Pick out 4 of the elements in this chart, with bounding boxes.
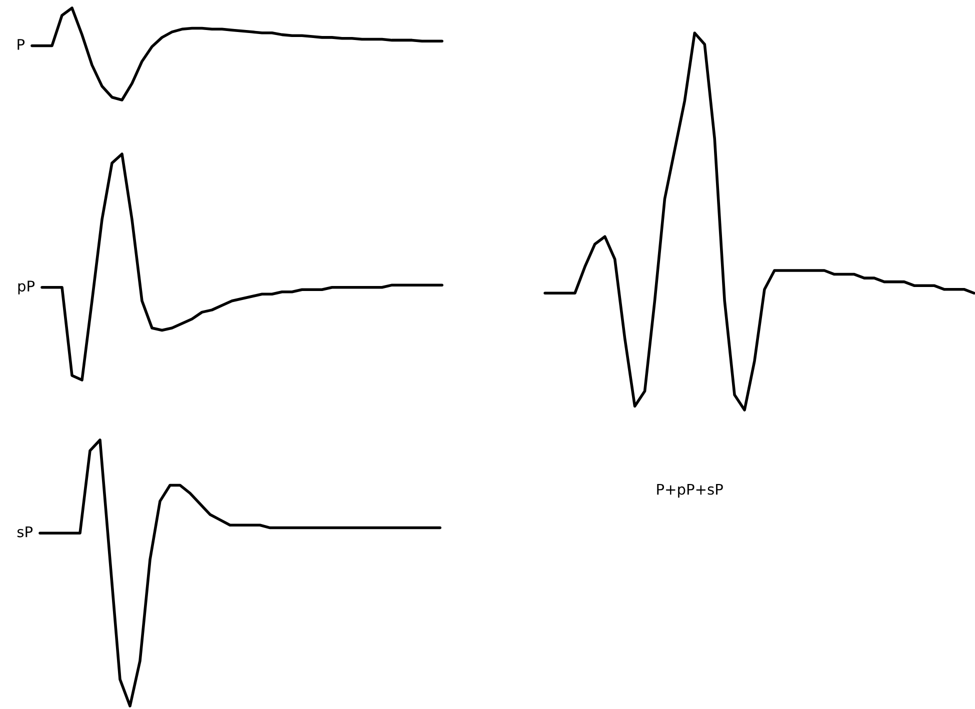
text: P+pP+sP	[657, 484, 723, 498]
series-label: pP	[18, 280, 35, 294]
series-label: sP	[17, 526, 33, 538]
series-label: P	[18, 39, 25, 50]
